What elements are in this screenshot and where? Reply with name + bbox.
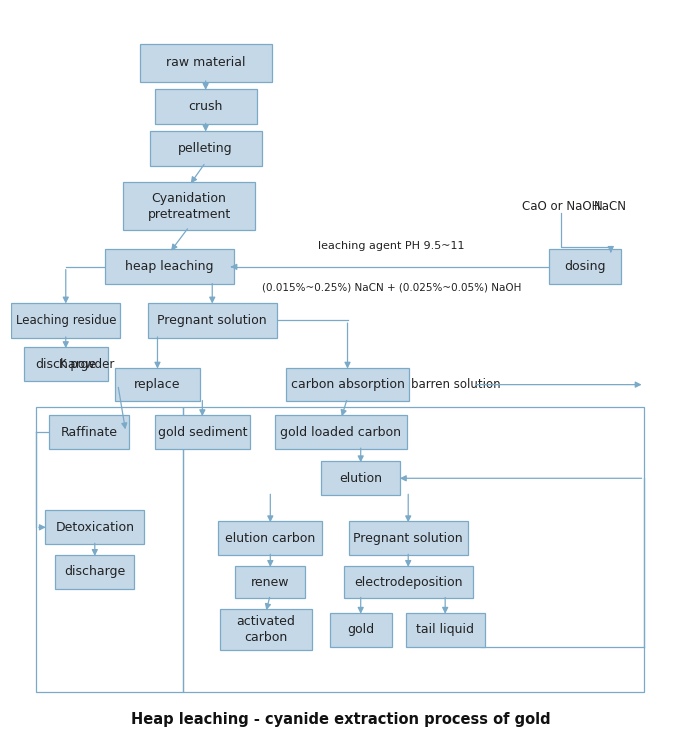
Text: gold: gold xyxy=(347,623,374,636)
Text: discharge: discharge xyxy=(64,565,126,579)
FancyBboxPatch shape xyxy=(219,609,312,650)
FancyBboxPatch shape xyxy=(286,368,408,402)
FancyBboxPatch shape xyxy=(275,415,407,449)
Text: tail liquid: tail liquid xyxy=(416,623,474,636)
Text: Pregnant solution: Pregnant solution xyxy=(354,532,463,545)
FancyBboxPatch shape xyxy=(49,415,129,449)
FancyBboxPatch shape xyxy=(344,566,472,598)
Bar xyxy=(36,406,182,692)
FancyBboxPatch shape xyxy=(321,462,400,495)
FancyBboxPatch shape xyxy=(45,511,144,544)
FancyBboxPatch shape xyxy=(218,522,323,555)
Text: renew: renew xyxy=(251,576,290,589)
Text: electrodeposition: electrodeposition xyxy=(354,576,462,589)
FancyBboxPatch shape xyxy=(349,522,468,555)
FancyBboxPatch shape xyxy=(406,613,485,647)
Text: Detoxication: Detoxication xyxy=(55,521,134,534)
FancyBboxPatch shape xyxy=(11,303,120,337)
FancyBboxPatch shape xyxy=(155,415,250,449)
Text: (0.015%~0.25%) NaCN + (0.025%~0.05%) NaOH: (0.015%~0.25%) NaCN + (0.025%~0.05%) NaO… xyxy=(262,283,521,293)
Text: dosing: dosing xyxy=(564,260,605,273)
Text: K powder: K powder xyxy=(59,357,115,371)
Text: gold sediment: gold sediment xyxy=(157,425,247,439)
Text: replace: replace xyxy=(134,378,181,391)
Text: crush: crush xyxy=(188,100,223,113)
FancyBboxPatch shape xyxy=(140,44,271,81)
Text: raw material: raw material xyxy=(166,56,246,70)
FancyBboxPatch shape xyxy=(105,249,234,284)
Text: Raffinate: Raffinate xyxy=(60,425,117,439)
Text: heap leaching: heap leaching xyxy=(125,260,213,273)
FancyBboxPatch shape xyxy=(236,566,305,598)
FancyBboxPatch shape xyxy=(24,347,108,381)
Text: NaCN: NaCN xyxy=(594,200,627,212)
Text: Cyanidation
pretreatment: Cyanidation pretreatment xyxy=(148,192,231,221)
Text: activated
carbon: activated carbon xyxy=(236,615,295,645)
Text: Heap leaching - cyanide extraction process of gold: Heap leaching - cyanide extraction proce… xyxy=(131,712,551,727)
Text: Pregnant solution: Pregnant solution xyxy=(157,314,267,327)
FancyBboxPatch shape xyxy=(150,131,262,166)
Text: Leaching residue: Leaching residue xyxy=(16,314,116,327)
Bar xyxy=(182,406,645,692)
Text: gold loaded carbon: gold loaded carbon xyxy=(280,425,402,439)
Text: discharge: discharge xyxy=(35,357,97,371)
FancyBboxPatch shape xyxy=(549,249,621,284)
Text: elution: elution xyxy=(340,472,382,485)
Text: CaO or NaOH: CaO or NaOH xyxy=(522,200,601,212)
Text: leaching agent PH 9.5~11: leaching agent PH 9.5~11 xyxy=(319,240,465,251)
Text: carbon absorption: carbon absorption xyxy=(290,378,404,391)
FancyBboxPatch shape xyxy=(155,89,256,124)
FancyBboxPatch shape xyxy=(148,303,277,337)
FancyBboxPatch shape xyxy=(123,182,255,230)
Text: elution carbon: elution carbon xyxy=(225,532,315,545)
FancyBboxPatch shape xyxy=(329,613,391,647)
FancyBboxPatch shape xyxy=(55,555,134,589)
Text: barren solution: barren solution xyxy=(410,378,500,391)
FancyBboxPatch shape xyxy=(115,368,200,402)
Text: pelleting: pelleting xyxy=(178,142,233,155)
